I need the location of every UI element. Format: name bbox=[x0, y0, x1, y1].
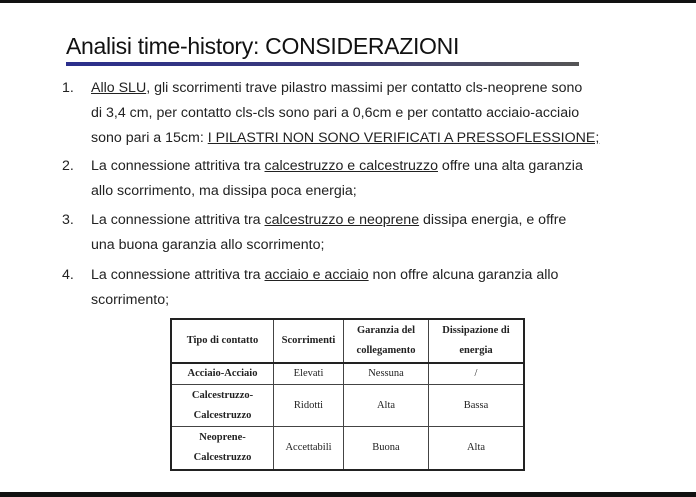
text-segment: dissipa energia, e offre bbox=[419, 212, 567, 228]
slide-border-bottom bbox=[0, 492, 696, 497]
item-number: 1. bbox=[62, 80, 74, 96]
item-number: 4. bbox=[62, 267, 74, 283]
table-cell: / bbox=[428, 362, 525, 385]
table-cell: Ridotti bbox=[273, 384, 344, 427]
text-segment: allo scorrimento, ma dissipa poca energi… bbox=[91, 183, 357, 199]
header-tipo-contatto: Tipo di contatto bbox=[170, 318, 274, 364]
text-line: scorrimento; bbox=[91, 288, 661, 313]
text-segment: sono pari a 15cm: bbox=[91, 130, 208, 146]
item-text: Allo SLU, gli scorrimenti trave pilastro… bbox=[91, 76, 661, 151]
text-segment: di 3,4 cm, per contatto cls-cls sono par… bbox=[91, 105, 580, 121]
text-segment: una buona garanzia allo scorrimento; bbox=[91, 237, 325, 253]
table-cell: Accettabili bbox=[273, 426, 344, 470]
table-cell: Alta bbox=[343, 384, 429, 427]
text-segment: La connessione attritiva tra bbox=[91, 212, 265, 228]
header-scorrimenti: Scorrimenti bbox=[273, 318, 344, 364]
table-header-row: Tipo di contatto Scorrimenti Garanzia de… bbox=[170, 318, 525, 364]
text-line: sono pari a 15cm: I PILASTRI NON SONO VE… bbox=[91, 126, 661, 151]
table-row: Calcestruzzo-Calcestruzzo Ridotti Alta Bass… bbox=[170, 384, 525, 427]
table-cell: Elevati bbox=[273, 362, 344, 385]
item-number: 3. bbox=[62, 212, 74, 228]
text-segment: La connessione attritiva tra bbox=[91, 267, 265, 283]
table-row: Neoprene-Calcestruzzo Accettabili Buona Alt… bbox=[170, 426, 525, 470]
table-cell: Neoprene-Calcestruzzo bbox=[170, 426, 274, 470]
underlined-text: calcestruzzo e neoprene bbox=[264, 212, 420, 228]
slide-title: Analisi time-history: CONSIDERAZIONI bbox=[66, 33, 460, 59]
text-line: di 3,4 cm, per contatto cls-cls sono par… bbox=[91, 101, 661, 126]
table-cell: Acciaio-Acciaio bbox=[170, 362, 274, 385]
text-segment: La connessione attritiva tra bbox=[91, 158, 265, 174]
text-line: La connessione attritiva tra acciaio e a… bbox=[91, 263, 661, 288]
text-segment: scorrimento; bbox=[91, 292, 170, 308]
underlined-text: Allo SLU bbox=[91, 80, 147, 96]
underlined-text: calcestruzzo e calcestruzzo bbox=[264, 158, 438, 174]
title-underline-rule bbox=[66, 62, 579, 66]
item-text: La connessione attritiva tra acciaio e a… bbox=[91, 263, 661, 313]
table-cell: Alta bbox=[428, 426, 525, 470]
text-line: una buona garanzia allo scorrimento; bbox=[91, 233, 661, 258]
text-line: allo scorrimento, ma dissipa poca energi… bbox=[91, 179, 661, 204]
text-segment: offre una alta garanzia bbox=[437, 158, 583, 174]
text-segment: , gli scorrimenti trave pilastro massimi… bbox=[146, 80, 583, 96]
table-cell: Buona bbox=[343, 426, 429, 470]
text-line: La connessione attritiva tra calcestruzz… bbox=[91, 208, 661, 233]
contact-comparison-table: Tipo di contatto Scorrimenti Garanzia de… bbox=[170, 318, 525, 471]
item-text: La connessione attritiva tra calcestruzz… bbox=[91, 154, 661, 204]
item-number: 2. bbox=[62, 158, 74, 174]
table-row: Acciaio-Acciaio Elevati Nessuna / bbox=[170, 362, 525, 385]
underlined-text: acciaio e acciaio bbox=[264, 267, 369, 283]
item-text: La connessione attritiva tra calcestruzz… bbox=[91, 208, 661, 258]
table-cell: Calcestruzzo-Calcestruzzo bbox=[170, 384, 274, 427]
table-cell: Bassa bbox=[428, 384, 525, 427]
header-garanzia: Garanzia del collegamento bbox=[343, 318, 429, 364]
text-line: La connessione attritiva tra calcestruzz… bbox=[91, 154, 661, 179]
text-line: Allo SLU, gli scorrimenti trave pilastro… bbox=[91, 76, 661, 101]
text-segment: non offre alcuna garanzia allo bbox=[368, 267, 559, 283]
underlined-text: I PILASTRI NON SONO VERIFICATI A PRESSOF… bbox=[207, 130, 600, 146]
header-dissipazione: Dissipazione di energia bbox=[428, 318, 525, 364]
slide-border-top bbox=[0, 0, 696, 3]
table-cell: Nessuna bbox=[343, 362, 429, 385]
